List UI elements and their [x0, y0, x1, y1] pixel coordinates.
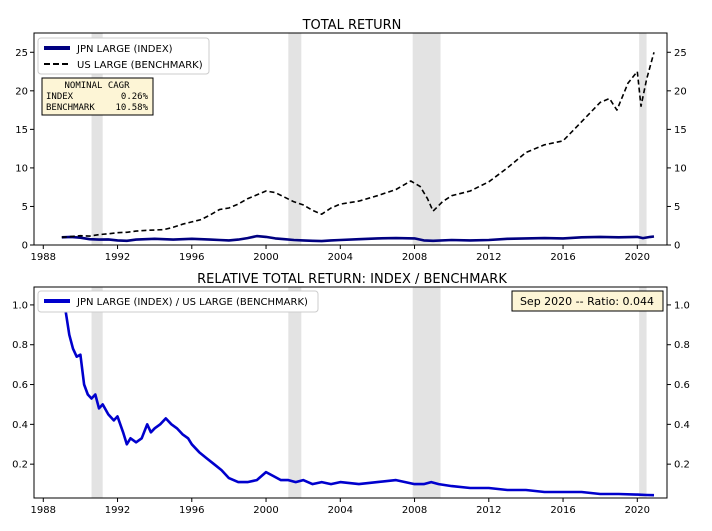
top-recession-bands	[91, 33, 647, 245]
legend-label-benchmark: US LARGE (BENCHMARK)	[77, 60, 203, 71]
top-y-tick-label-right-5: 5	[674, 202, 680, 213]
top-x-tick-label-2008: 2008	[402, 252, 427, 263]
top-x-tick-label-1996: 1996	[179, 252, 204, 263]
top-y-tick-label-right-10: 10	[674, 163, 687, 174]
bottom-y-tick-label-right-0.2: 0.2	[674, 460, 690, 471]
relative-return-panel: RELATIVE TOTAL RETURN: INDEX / BENCHMARK…	[12, 272, 690, 516]
top-x-tick-label-1988: 1988	[31, 252, 56, 263]
legend-label-index: JPN LARGE (INDEX)	[76, 44, 173, 55]
bottom-x-tick-label-1996: 1996	[179, 505, 204, 516]
bottom-y-tick-label-right-0.4: 0.4	[674, 420, 690, 431]
ratio-info-frame	[511, 290, 664, 312]
top-legend: JPN LARGE (INDEX) US LARGE (BENCHMARK)	[37, 37, 210, 75]
top-chart-title: TOTAL RETURN	[302, 18, 402, 33]
top-y-tick-label-left-5: 5	[22, 202, 28, 213]
bottom-x-tick-label-2000: 2000	[253, 505, 278, 516]
top-recession-band-3	[639, 33, 647, 245]
cagr-box: NOMINAL CAGR INDEX 0.26% BENCHMARK 10.58…	[41, 77, 154, 116]
top-y-tick-label-right-0: 0	[674, 241, 680, 252]
bottom-x-tick-label-2016: 2016	[550, 505, 575, 516]
bottom-chart-title: RELATIVE TOTAL RETURN: INDEX / BENCHMARK	[197, 272, 507, 287]
bottom-series-lines	[60, 304, 655, 497]
top-x-tick-label-2000: 2000	[253, 252, 278, 263]
top-y-tick-label-left-10: 10	[15, 163, 28, 174]
bottom-y-tick-label-left-0.4: 0.4	[12, 420, 28, 431]
cagr-index-label: INDEX	[46, 92, 74, 102]
bottom-x-tick-label-2020: 2020	[625, 505, 650, 516]
cagr-title: NOMINAL CAGR	[64, 81, 130, 91]
top-series-line-1	[61, 52, 655, 239]
top-legend-frame	[37, 37, 210, 75]
bottom-y-tick-label-left-0.6: 0.6	[12, 380, 28, 391]
bottom-series-line-0	[60, 304, 655, 497]
bottom-y-tick-label-right-0.6: 0.6	[674, 380, 690, 391]
bottom-recession-band-3	[639, 287, 647, 498]
top-x-tick-label-1992: 1992	[105, 252, 130, 263]
top-series-line-0	[61, 234, 655, 243]
total-return-panel: TOTAL RETURN 1988 1992 1996 2000 2004 2008 201…	[15, 18, 686, 263]
bottom-recession-band-1	[288, 287, 302, 498]
cagr-index-value: 0.26%	[121, 92, 149, 102]
top-plot-frame	[33, 32, 668, 246]
legend-label-ratio: JPN LARGE (INDEX) / US LARGE (BENCHMARK)	[76, 297, 308, 308]
top-recession-band-0	[91, 33, 103, 245]
bottom-x-tick-label-2008: 2008	[402, 505, 427, 516]
bottom-plot-frame	[33, 286, 668, 499]
cagr-benchmark-label: BENCHMARK	[46, 103, 95, 113]
top-x-tick-label-2016: 2016	[550, 252, 575, 263]
bottom-recession-band-0	[91, 287, 103, 498]
top-recession-band-1	[288, 33, 302, 245]
bottom-recession-bands	[91, 287, 647, 498]
top-y-tick-label-left-20: 20	[15, 86, 28, 97]
top-x-tick-label-2020: 2020	[625, 252, 650, 263]
cagr-box-frame	[41, 77, 154, 116]
bottom-axes: 1988 1992 1996 2000 2004 2008 2012 2016 2020 0.2 0…	[12, 300, 690, 516]
bottom-x-tick-label-2004: 2004	[328, 505, 353, 516]
top-y-tick-label-left-0: 0	[22, 241, 28, 252]
top-y-tick-label-right-25: 25	[674, 48, 687, 59]
bottom-y-tick-label-left-0.8: 0.8	[12, 340, 28, 351]
bottom-y-tick-label-right-1.0: 1.0	[674, 300, 690, 311]
bottom-y-tick-label-right-0.8: 0.8	[674, 340, 690, 351]
ratio-info-box: Sep 2020 -- Ratio: 0.044	[511, 290, 664, 312]
bottom-recession-band-2	[412, 287, 441, 498]
bottom-legend-frame	[37, 290, 319, 313]
bottom-y-tick-label-left-0.2: 0.2	[12, 460, 28, 471]
top-y-tick-label-right-20: 20	[674, 86, 687, 97]
top-y-tick-label-left-25: 25	[15, 48, 28, 59]
top-x-tick-label-2004: 2004	[328, 252, 353, 263]
top-y-tick-label-right-15: 15	[674, 125, 687, 136]
ratio-info-text: Sep 2020 -- Ratio: 0.044	[520, 295, 654, 308]
top-series-lines	[61, 52, 655, 243]
bottom-y-tick-label-left-1.0: 1.0	[12, 300, 28, 311]
cagr-benchmark-value: 10.58%	[115, 103, 148, 113]
bottom-x-tick-label-2012: 2012	[476, 505, 501, 516]
top-recession-band-2	[412, 33, 441, 245]
top-y-tick-label-left-15: 15	[15, 125, 28, 136]
bottom-legend: JPN LARGE (INDEX) / US LARGE (BENCHMARK)	[37, 290, 319, 313]
bottom-x-tick-label-1988: 1988	[31, 505, 56, 516]
top-x-tick-label-2012: 2012	[476, 252, 501, 263]
bottom-x-tick-label-1992: 1992	[105, 505, 130, 516]
